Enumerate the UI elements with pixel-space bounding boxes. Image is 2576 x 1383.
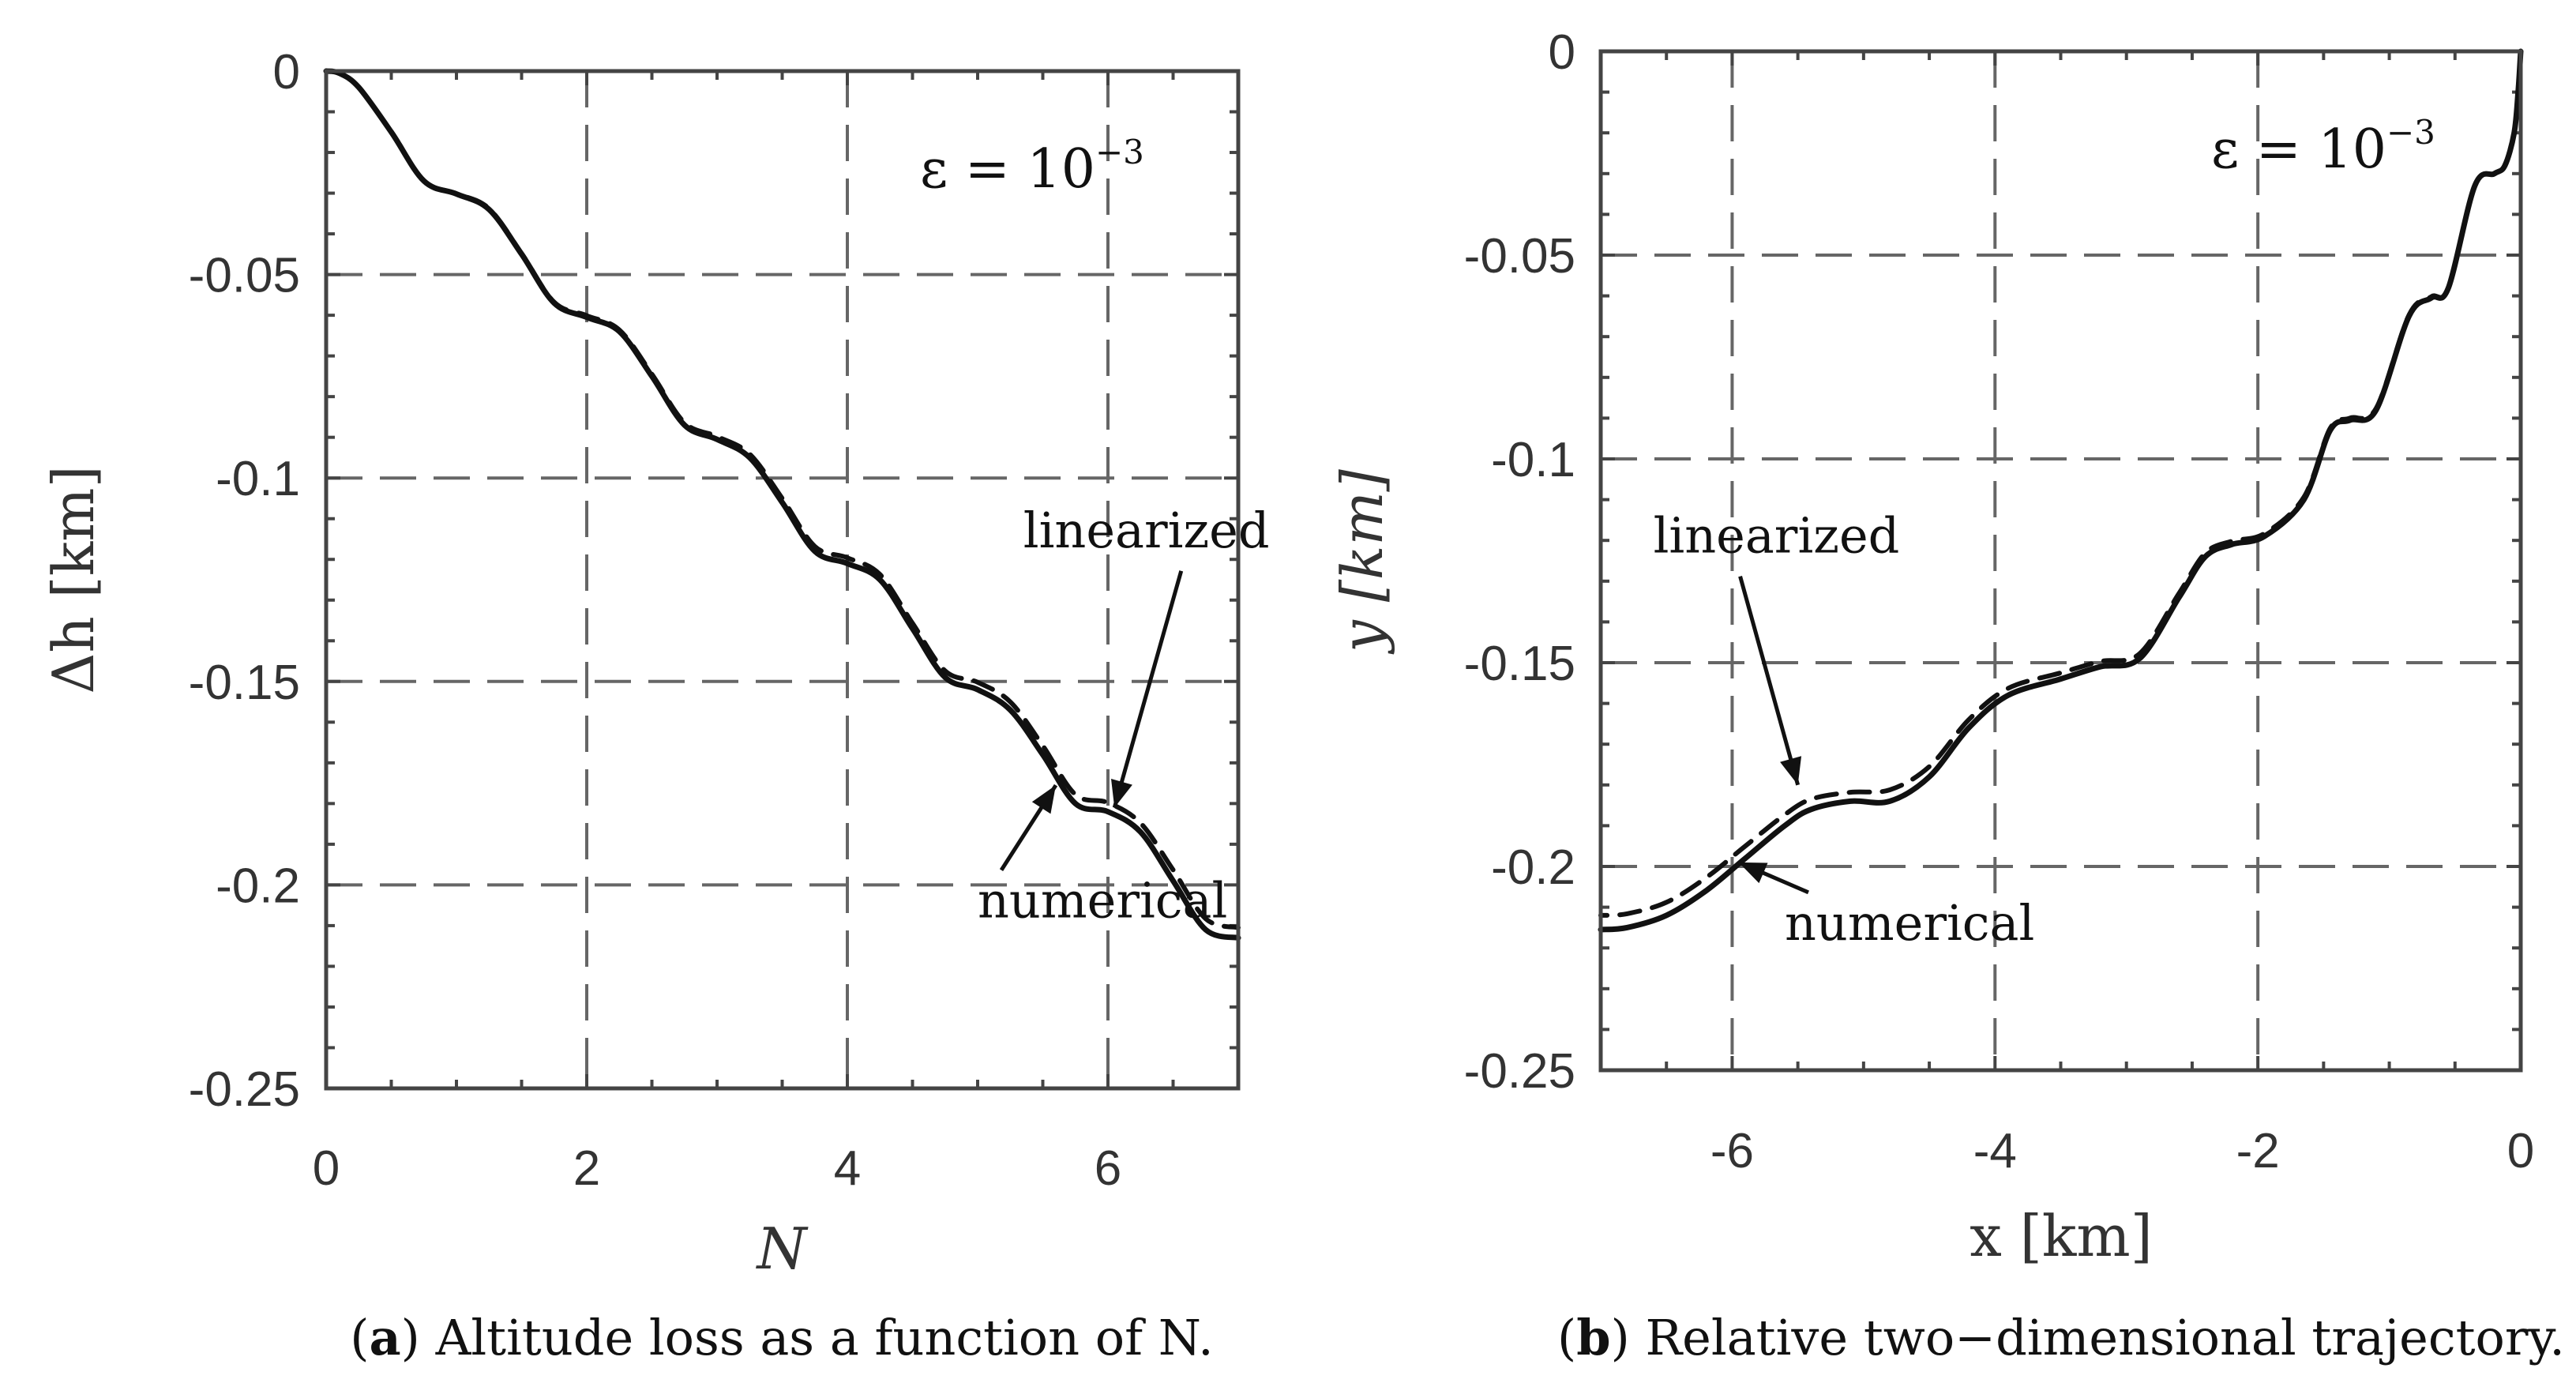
panel-a-epsilon-label: ε = 10−3 bbox=[920, 133, 1144, 201]
panel-b-caption: (b) Relative two−dimensional trajectory. bbox=[1557, 1309, 2565, 1366]
panel-b-annotation-numerical: numerical bbox=[1785, 894, 2034, 952]
panel-a-grid bbox=[326, 71, 1238, 1088]
panel-a-y-tick-label: -0.15 bbox=[189, 656, 300, 710]
panel-a-series bbox=[323, 68, 1241, 941]
panel-a-annotation-numerical-arrowhead bbox=[1031, 785, 1056, 814]
panel-a-caption-letter: a bbox=[369, 1309, 400, 1366]
panel-b-grid bbox=[1601, 51, 2521, 1070]
panel-a-x-tick-label: 2 bbox=[573, 1141, 600, 1196]
panel-a-axes-box bbox=[324, 69, 1241, 1091]
panel-b-y-tick-labels: 0 -0.05 -0.1 -0.15 -0.2 -0.25 bbox=[1464, 25, 1575, 1099]
panel-b-y-tick-label: -0.1 bbox=[1491, 433, 1575, 487]
panel-a-y-tick-label: 0 bbox=[273, 45, 300, 100]
panel-a-y-axis-label: Δh [km] bbox=[40, 465, 107, 693]
panel-b-epsilon-exponent: −3 bbox=[2386, 113, 2435, 152]
panel-b-y-tick-label: -0.25 bbox=[1464, 1044, 1575, 1099]
panel-a-x-tick-labels: 0 2 4 6 bbox=[313, 1141, 1121, 1196]
panel-b-caption-text: Relative two−dimensional trajectory. bbox=[1646, 1309, 2565, 1366]
panel-b-annotation-numerical-arrowhead bbox=[1738, 862, 1768, 884]
panel-a-y-tick-label: -0.05 bbox=[189, 249, 300, 303]
panel-a-y-tick-label: -0.2 bbox=[216, 859, 300, 913]
panel-b-x-tick-label: -4 bbox=[1973, 1124, 2017, 1178]
panel-a-annotation-linearized-arrowhead bbox=[1111, 778, 1132, 808]
panel-a-y-tick-label: -0.1 bbox=[216, 452, 300, 506]
panel-b-x-tick-labels: -6 -4 -2 0 bbox=[1710, 1124, 2534, 1178]
panel-b-y-tick-label: 0 bbox=[1549, 25, 1575, 80]
panel-b-annotation-linearized-arrow bbox=[1738, 576, 1801, 786]
panel-b-y-tick-label: -0.05 bbox=[1464, 229, 1575, 284]
panel-a-series-linearized bbox=[324, 69, 1241, 930]
panel-b-x-tick-label: -6 bbox=[1710, 1124, 1754, 1178]
panel-a-y-tick-labels: 0 -0.05 -0.1 -0.15 -0.2 -0.25 bbox=[189, 45, 300, 1117]
panel-b-x-tick-label: -2 bbox=[2236, 1124, 2280, 1178]
panel-b-x-axis-label: x [km] bbox=[1970, 1203, 2153, 1269]
panel-b-annotation-linearized-arrowhead bbox=[1780, 756, 1802, 785]
panel-a-caption-text: Altitude loss as a function of N. bbox=[435, 1309, 1214, 1366]
panel-a-caption: (a) Altitude loss as a function of N. bbox=[350, 1309, 1213, 1366]
panel-b-y-axis-label: y [km] bbox=[1329, 468, 1395, 655]
panel-b-trajectory: -6 -4 -2 0 0-0.05-0.1-0.15-0.2-0.25 y [km] … bbox=[1329, 25, 2565, 1366]
panel-a-x-tick-label: 0 bbox=[313, 1141, 340, 1196]
panel-b-axes-box bbox=[1598, 49, 2523, 1073]
panel-a-annotation-linearized: linearized bbox=[1023, 502, 1270, 559]
panel-b-series bbox=[1598, 48, 2524, 933]
panel-a-epsilon-exponent: −3 bbox=[1095, 133, 1144, 171]
panel-a-epsilon-base: ε = 10 bbox=[920, 138, 1095, 201]
panel-a-x-axis-label: N bbox=[756, 1216, 809, 1282]
panel-b-x-tick-label: 0 bbox=[2507, 1124, 2534, 1178]
panel-a-annotation-linearized-arrow bbox=[1112, 570, 1184, 809]
panel-b-annotation-linearized: linearized bbox=[1654, 507, 1900, 565]
panel-b-caption-letter: b bbox=[1576, 1309, 1610, 1366]
panel-b-y-tick-label: -0.15 bbox=[1464, 637, 1575, 691]
panel-a-annotation-numerical: numerical bbox=[978, 872, 1227, 930]
panel-b-epsilon-label: ε = 10−3 bbox=[2211, 113, 2435, 181]
panel-b-epsilon-base: ε = 10 bbox=[2211, 118, 2386, 181]
panel-b-y-tick-label: -0.2 bbox=[1491, 840, 1575, 895]
panel-b-series-linearized bbox=[1598, 49, 2523, 918]
panel-a-x-tick-label: 4 bbox=[834, 1141, 861, 1196]
panel-a-x-tick-label: 6 bbox=[1095, 1141, 1121, 1196]
panel-a-y-tick-label: -0.25 bbox=[189, 1062, 300, 1117]
